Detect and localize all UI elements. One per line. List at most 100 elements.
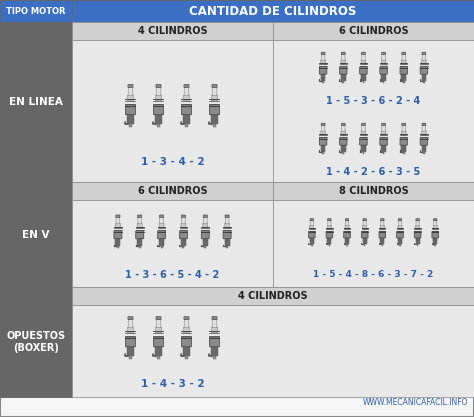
Bar: [213, 357, 216, 359]
FancyBboxPatch shape: [433, 225, 438, 229]
FancyBboxPatch shape: [398, 225, 402, 229]
FancyBboxPatch shape: [346, 220, 348, 226]
Bar: [157, 357, 160, 359]
FancyBboxPatch shape: [402, 123, 406, 126]
FancyBboxPatch shape: [382, 52, 385, 55]
FancyBboxPatch shape: [310, 220, 313, 226]
Bar: [72, 22, 273, 40]
FancyBboxPatch shape: [184, 319, 189, 328]
Bar: [363, 81, 365, 83]
FancyBboxPatch shape: [360, 67, 367, 74]
Bar: [381, 74, 386, 81]
FancyBboxPatch shape: [128, 84, 133, 88]
Bar: [226, 246, 228, 249]
Text: 1 - 5 - 4 - 8 - 6 - 3 - 7 - 2: 1 - 5 - 4 - 8 - 6 - 3 - 7 - 2: [313, 270, 434, 279]
Text: 1 - 3 - 4 - 2: 1 - 3 - 4 - 2: [141, 157, 204, 167]
FancyBboxPatch shape: [422, 123, 426, 126]
FancyBboxPatch shape: [116, 215, 120, 218]
Text: EN V: EN V: [22, 229, 50, 239]
Bar: [345, 238, 349, 244]
FancyBboxPatch shape: [155, 327, 162, 333]
Text: CANTIDAD DE CILINDROS: CANTIDAD DE CILINDROS: [189, 5, 357, 18]
FancyBboxPatch shape: [362, 52, 365, 55]
FancyBboxPatch shape: [203, 223, 208, 228]
Bar: [416, 238, 419, 244]
FancyBboxPatch shape: [416, 220, 419, 226]
Text: TIPO MOTOR: TIPO MOTOR: [6, 7, 66, 15]
FancyBboxPatch shape: [155, 95, 162, 100]
FancyBboxPatch shape: [184, 84, 189, 88]
FancyBboxPatch shape: [157, 231, 165, 239]
Bar: [159, 238, 164, 246]
Bar: [183, 347, 190, 357]
FancyBboxPatch shape: [182, 105, 191, 115]
FancyBboxPatch shape: [402, 125, 405, 131]
FancyBboxPatch shape: [128, 319, 133, 328]
FancyBboxPatch shape: [321, 125, 325, 131]
FancyBboxPatch shape: [420, 138, 428, 145]
FancyBboxPatch shape: [341, 60, 346, 64]
Bar: [185, 357, 188, 359]
Bar: [72, 0, 474, 22]
FancyBboxPatch shape: [321, 54, 325, 60]
FancyBboxPatch shape: [342, 54, 345, 60]
Bar: [213, 124, 216, 127]
FancyBboxPatch shape: [328, 220, 331, 226]
FancyBboxPatch shape: [362, 54, 365, 60]
Bar: [137, 238, 142, 246]
FancyBboxPatch shape: [414, 231, 421, 238]
Bar: [183, 114, 190, 124]
FancyBboxPatch shape: [321, 60, 325, 64]
Bar: [311, 244, 312, 246]
FancyBboxPatch shape: [342, 125, 345, 131]
FancyBboxPatch shape: [361, 231, 368, 238]
Bar: [310, 238, 314, 244]
FancyBboxPatch shape: [379, 231, 386, 238]
FancyBboxPatch shape: [310, 225, 314, 229]
FancyBboxPatch shape: [201, 231, 209, 239]
FancyBboxPatch shape: [401, 60, 406, 64]
FancyBboxPatch shape: [416, 219, 419, 221]
Bar: [0, 287, 72, 397]
FancyBboxPatch shape: [361, 131, 366, 135]
Bar: [381, 145, 386, 152]
FancyBboxPatch shape: [310, 219, 313, 221]
Bar: [321, 145, 326, 152]
Bar: [204, 246, 206, 249]
Text: 6 CILINDROS: 6 CILINDROS: [339, 26, 408, 36]
Bar: [182, 246, 184, 249]
Bar: [342, 152, 344, 154]
FancyBboxPatch shape: [137, 223, 142, 228]
FancyBboxPatch shape: [421, 60, 426, 64]
Bar: [346, 244, 348, 246]
FancyBboxPatch shape: [422, 52, 426, 55]
Bar: [403, 81, 405, 83]
FancyBboxPatch shape: [421, 131, 426, 135]
FancyBboxPatch shape: [203, 215, 207, 218]
Text: 1 - 4 - 3 - 2: 1 - 4 - 3 - 2: [141, 379, 204, 389]
FancyBboxPatch shape: [321, 52, 325, 55]
FancyBboxPatch shape: [116, 223, 120, 228]
FancyBboxPatch shape: [126, 337, 136, 347]
FancyBboxPatch shape: [212, 87, 217, 95]
FancyBboxPatch shape: [422, 125, 426, 131]
FancyBboxPatch shape: [360, 138, 367, 145]
Bar: [0, 182, 72, 287]
Bar: [225, 238, 229, 246]
Bar: [211, 347, 218, 357]
Bar: [129, 357, 132, 359]
Bar: [155, 114, 162, 124]
FancyBboxPatch shape: [156, 84, 161, 88]
Bar: [273, 182, 474, 200]
FancyBboxPatch shape: [181, 223, 186, 228]
FancyBboxPatch shape: [380, 225, 384, 229]
FancyBboxPatch shape: [156, 319, 161, 328]
FancyBboxPatch shape: [363, 220, 366, 226]
FancyBboxPatch shape: [380, 138, 387, 145]
Bar: [127, 114, 134, 124]
FancyBboxPatch shape: [345, 225, 349, 229]
Bar: [423, 152, 425, 154]
FancyBboxPatch shape: [114, 231, 122, 239]
Bar: [181, 238, 186, 246]
FancyBboxPatch shape: [401, 131, 406, 135]
